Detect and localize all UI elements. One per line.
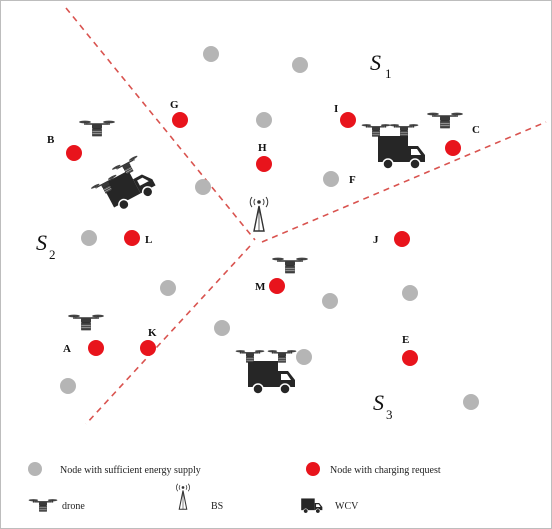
node-label-g: G — [170, 99, 179, 111]
sufficient-node — [402, 285, 418, 301]
request-node-h — [256, 156, 272, 172]
sufficient-node — [60, 378, 76, 394]
sufficient-node — [214, 320, 230, 336]
legend-request-label: Node with charging request — [330, 465, 441, 476]
truck-icon — [300, 498, 323, 514]
svg-text:1: 1 — [385, 66, 392, 81]
request-node-k — [140, 340, 156, 356]
node-labels: A B C E G H I K L M J F — [47, 99, 480, 355]
boundary-s1-s3 — [261, 121, 547, 243]
svg-text:S: S — [373, 390, 384, 415]
sector-label-s3: S 3 — [373, 390, 393, 422]
base-station-icon — [249, 196, 269, 232]
node-label-e: E — [402, 334, 409, 346]
request-node-a — [88, 340, 104, 356]
node-label-a: A — [63, 343, 71, 355]
node-label-b: B — [47, 134, 55, 146]
legend-sufficient-marker — [28, 462, 42, 476]
sufficient-node — [195, 179, 211, 195]
request-node-b — [66, 145, 82, 161]
node-label-h: H — [258, 142, 267, 154]
legend-sufficient-label: Node with sufficient energy supply — [60, 465, 201, 476]
request-node-l — [124, 230, 140, 246]
drone-icon — [426, 111, 464, 129]
legend: Node with sufficient energy supply Node … — [27, 462, 441, 514]
drone-icon — [78, 119, 116, 137]
node-label-f: F — [349, 174, 356, 186]
sufficient-node — [81, 230, 97, 246]
request-node-g — [172, 112, 188, 128]
drone-icon — [388, 123, 420, 138]
request-node-m — [269, 278, 285, 294]
boundary-s2-s3 — [85, 245, 251, 425]
node-label-k: K — [148, 327, 157, 339]
drone-icon — [27, 498, 59, 513]
request-node-j — [394, 231, 410, 247]
node-label-j: J — [373, 234, 379, 246]
base-station-icon — [175, 483, 191, 510]
sufficient-nodes — [60, 46, 479, 410]
svg-text:3: 3 — [386, 407, 393, 422]
sufficient-node — [256, 112, 272, 128]
boundary-s1-s2 — [65, 7, 256, 241]
drone-icon — [360, 123, 392, 138]
node-label-c: C — [472, 124, 480, 136]
sufficient-node — [160, 280, 176, 296]
truck-icon — [377, 135, 426, 170]
sufficient-node — [203, 46, 219, 62]
legend-bs-label: BS — [211, 501, 223, 512]
sufficient-node — [322, 293, 338, 309]
request-node-i — [340, 112, 356, 128]
request-node-e — [402, 350, 418, 366]
node-label-i: I — [334, 103, 338, 115]
drone-icon — [67, 313, 105, 331]
node-label-l: L — [145, 234, 152, 246]
request-node-c — [445, 140, 461, 156]
svg-text:2: 2 — [49, 247, 56, 262]
sector-label-s1: S 1 — [370, 50, 392, 81]
drone-icon — [271, 256, 309, 274]
truck-icon — [247, 360, 296, 395]
legend-wcv-label: WCV — [335, 501, 359, 512]
svg-text:S: S — [370, 50, 381, 75]
drone-icon — [234, 349, 266, 364]
legend-drone-label: drone — [62, 501, 85, 512]
legend-request-marker — [306, 462, 320, 476]
drone-icon — [266, 349, 298, 364]
sufficient-node — [292, 57, 308, 73]
sector-boundaries — [65, 7, 547, 425]
sufficient-node — [463, 394, 479, 410]
node-label-m: M — [255, 281, 266, 293]
sufficient-node — [323, 171, 339, 187]
svg-text:S: S — [36, 230, 47, 255]
sufficient-node — [296, 349, 312, 365]
sector-label-s2: S 2 — [36, 230, 56, 262]
request-nodes — [66, 112, 461, 366]
